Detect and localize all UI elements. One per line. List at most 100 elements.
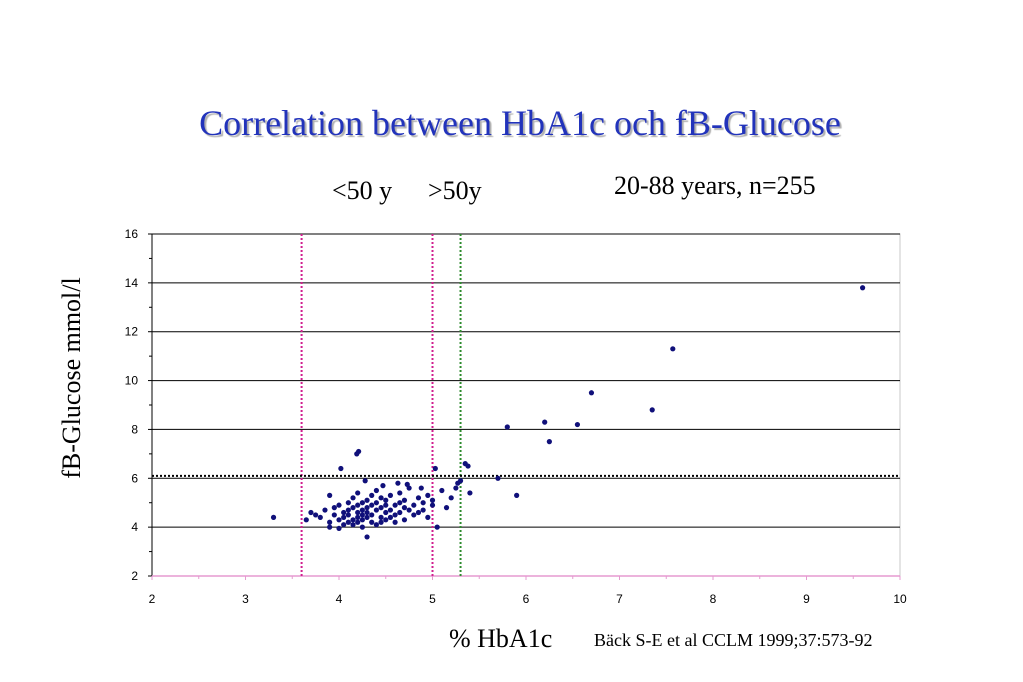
data-point (355, 490, 361, 496)
data-point (588, 390, 595, 396)
data-point (327, 524, 333, 530)
data-point (331, 512, 337, 518)
data-point (411, 502, 417, 508)
under-50-label: <50 y (332, 176, 393, 205)
data-point (336, 502, 342, 508)
data-point (401, 505, 408, 511)
data-point (425, 492, 431, 498)
data-point (373, 487, 379, 494)
data-point (364, 514, 370, 520)
data-point (270, 514, 277, 520)
chart-subtitle: 20-88 years, n=255 (614, 171, 816, 200)
data-point (322, 507, 328, 513)
data-point (420, 500, 426, 506)
data-point (373, 500, 379, 506)
data-point (429, 497, 436, 503)
x-tick-label: 5 (429, 592, 436, 606)
chart-title: Correlation between HbA1c och fB-Glucose (199, 103, 841, 143)
data-point (345, 500, 351, 506)
data-point (404, 481, 410, 487)
data-point (434, 524, 440, 530)
data-point (443, 505, 450, 511)
data-point (411, 512, 417, 518)
data-point (338, 465, 344, 472)
data-point (429, 502, 436, 508)
data-point (345, 507, 351, 513)
x-tick-label: 4 (336, 592, 343, 606)
data-point (317, 514, 323, 520)
data-point (397, 509, 403, 516)
data-point (397, 500, 403, 506)
data-point (327, 492, 333, 498)
data-point (378, 505, 384, 511)
data-point (378, 514, 384, 520)
y-tick-label: 10 (125, 374, 139, 388)
data-point (355, 514, 361, 520)
data-point (649, 407, 655, 413)
data-point (383, 502, 389, 508)
data-point (364, 505, 370, 511)
x-tick-label: 8 (710, 592, 717, 606)
data-point (359, 524, 365, 530)
data-point (378, 519, 384, 525)
data-point (455, 480, 461, 486)
y-tick-label: 14 (125, 276, 139, 290)
x-tick-label: 9 (803, 592, 810, 606)
data-point (345, 519, 351, 525)
data-point (514, 492, 520, 498)
data-point (542, 419, 548, 425)
data-point (392, 512, 398, 518)
data-point (495, 475, 501, 481)
data-point (546, 439, 552, 445)
data-point (341, 514, 347, 520)
citation: Bäck S-E et al CCLM 1999;37:573-92 (594, 630, 873, 650)
data-point (350, 505, 356, 511)
data-point (336, 517, 342, 523)
data-point (359, 500, 365, 506)
y-tick-label: 8 (131, 422, 138, 436)
data-point (465, 463, 471, 469)
x-axis-label: % HbA1c (449, 624, 553, 653)
data-point (467, 490, 473, 496)
data-point (383, 497, 389, 503)
data-point (355, 509, 361, 516)
over-50-label: >50y (428, 176, 482, 205)
data-point (432, 465, 438, 472)
data-point (355, 502, 361, 508)
data-point (397, 490, 403, 496)
data-point (401, 497, 408, 503)
data-point (350, 495, 356, 501)
x-tick-label: 2 (149, 592, 156, 606)
y-tick-label: 12 (125, 325, 139, 339)
data-point (355, 519, 361, 525)
data-point (341, 522, 347, 528)
data-point (418, 485, 424, 491)
data-point (383, 509, 389, 516)
data-point (359, 517, 365, 523)
data-point (373, 522, 379, 528)
data-point (313, 512, 319, 518)
data-point (448, 495, 454, 501)
data-point (356, 448, 362, 455)
data-point (369, 512, 375, 518)
data-point (331, 505, 337, 511)
data-point (364, 497, 370, 503)
data-point (303, 517, 309, 523)
data-point (504, 424, 510, 430)
x-tick-label: 7 (616, 592, 623, 606)
data-point (392, 519, 398, 525)
data-point (362, 478, 368, 484)
data-point (350, 522, 356, 528)
data-point (387, 492, 394, 498)
data-point (359, 507, 365, 513)
data-point (378, 495, 384, 501)
data-point (439, 487, 445, 494)
y-tick-label: 2 (131, 569, 138, 583)
data-point (387, 514, 394, 520)
data-point (415, 509, 422, 516)
data-point (670, 346, 676, 352)
data-point (369, 502, 375, 508)
data-point (345, 512, 351, 518)
data-point (415, 495, 422, 501)
